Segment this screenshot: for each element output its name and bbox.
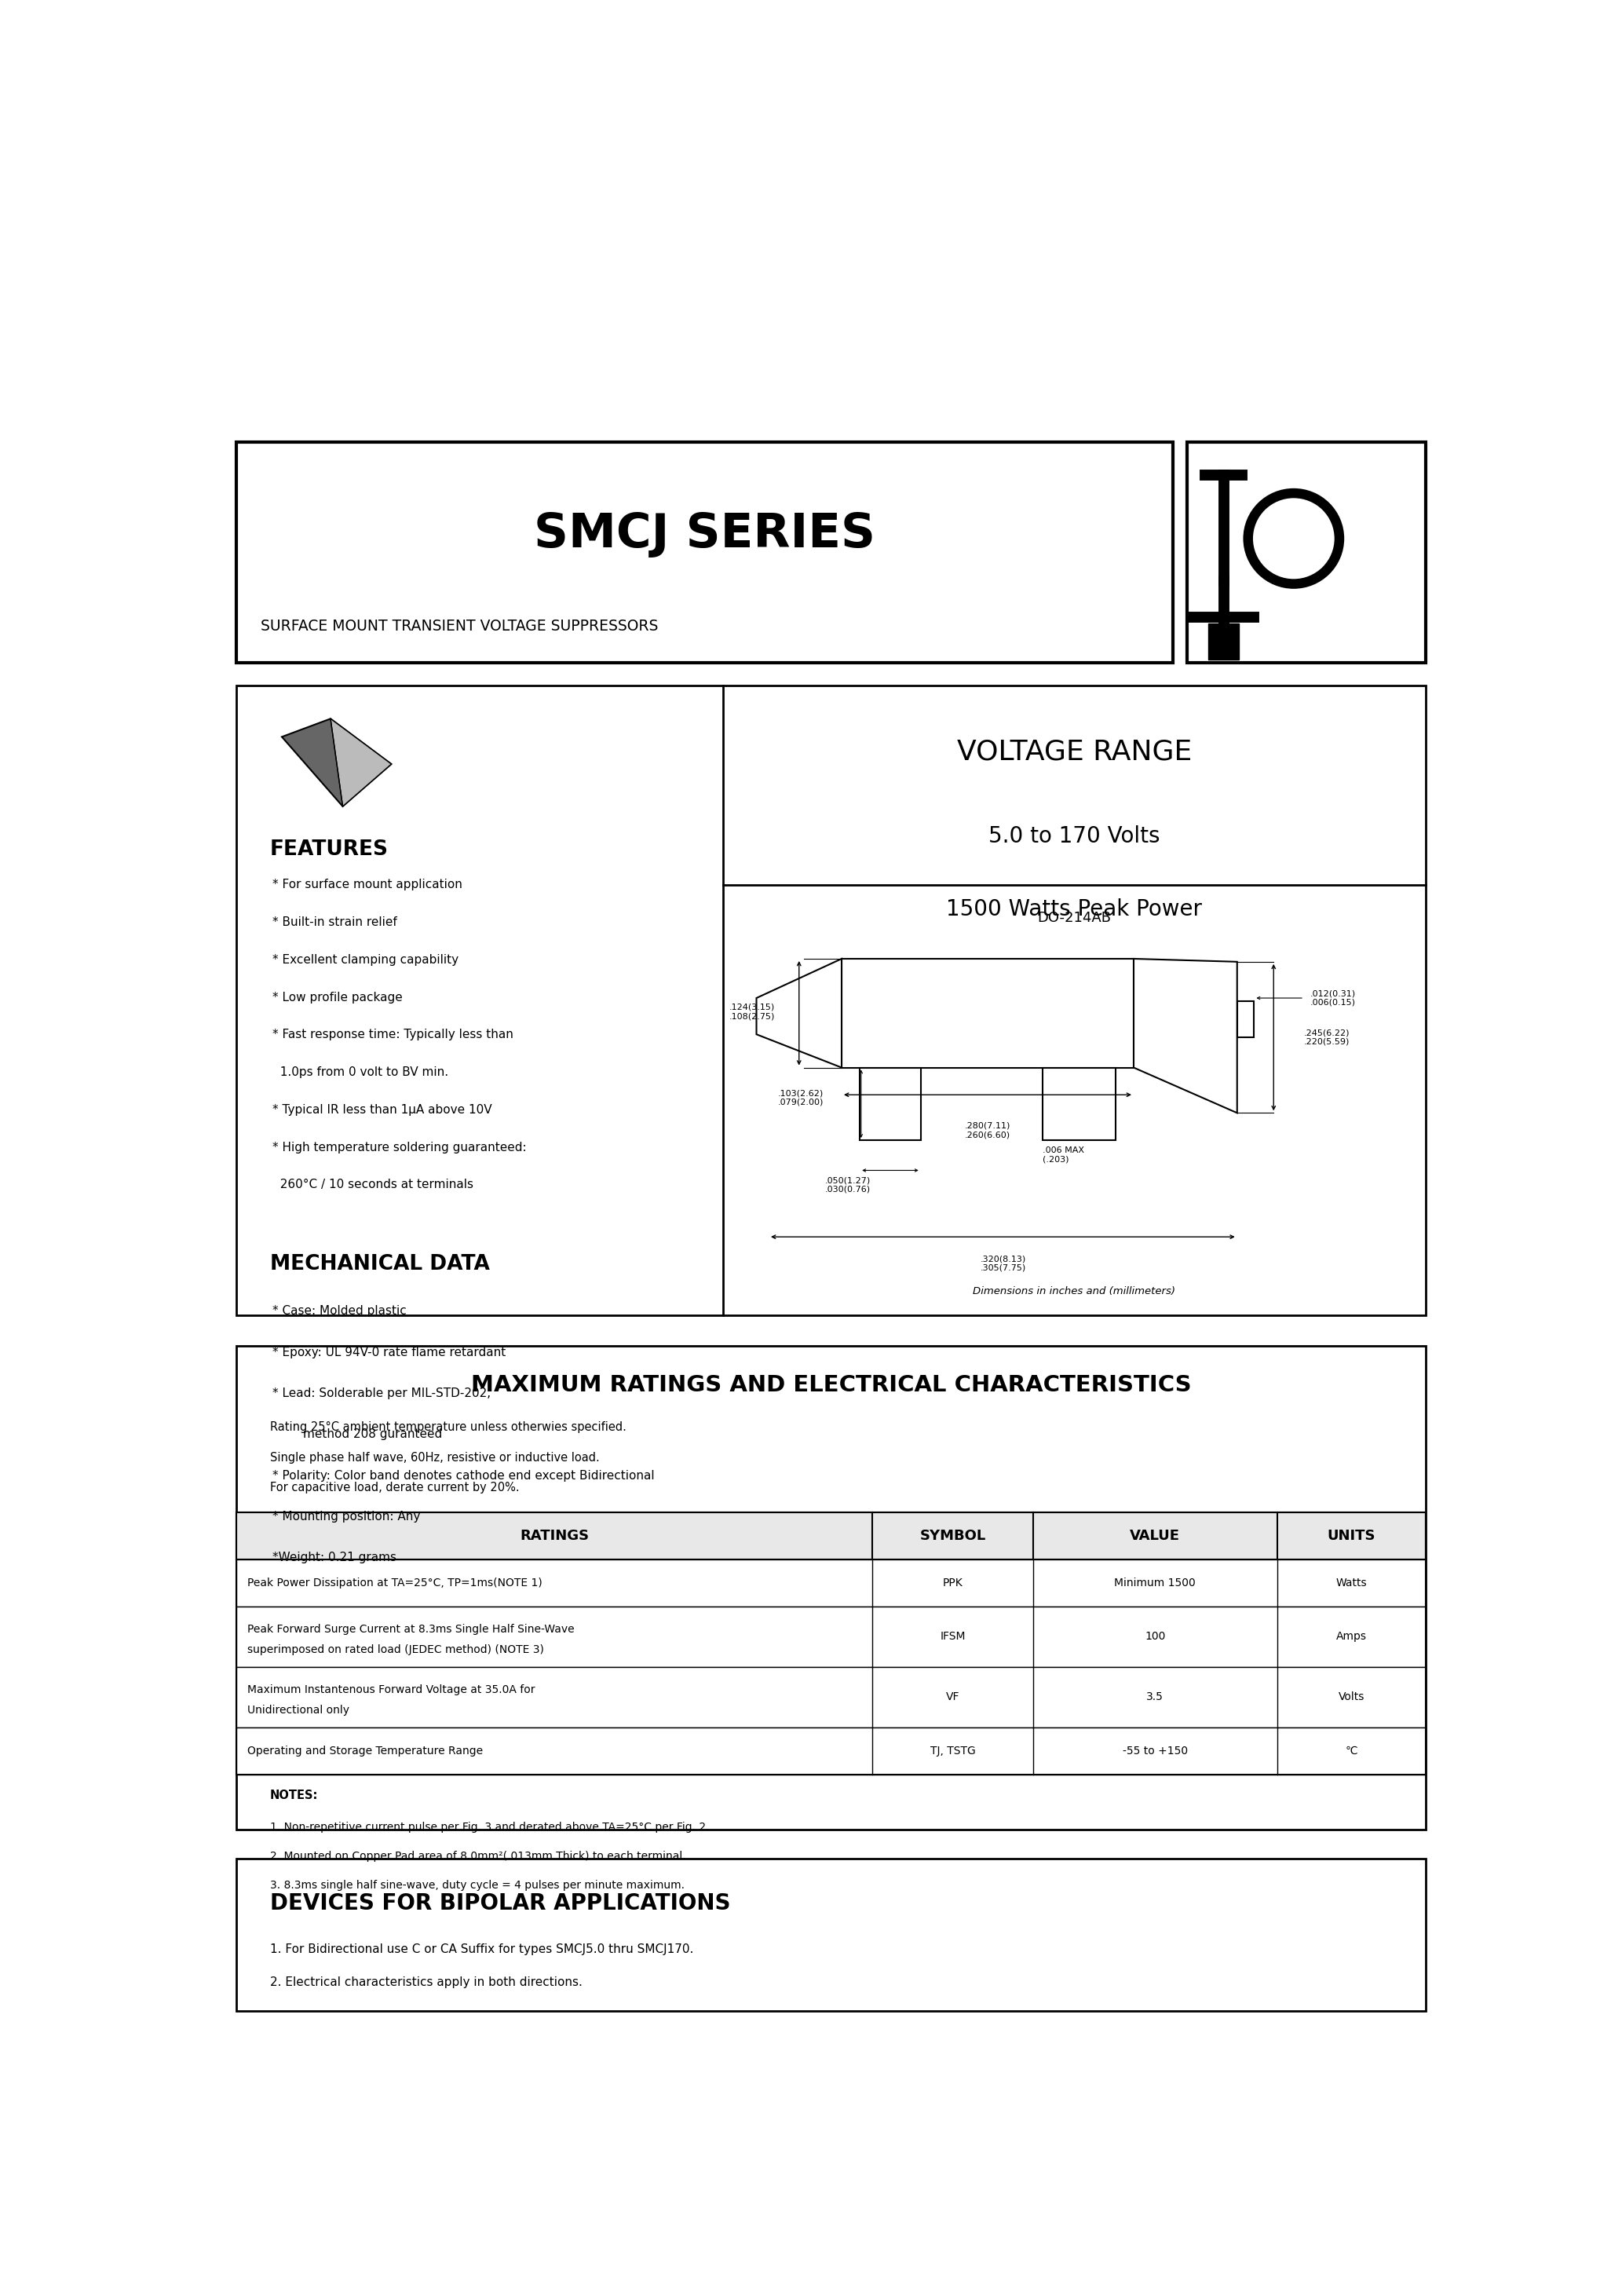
- Text: * Case: Molded plastic: * Case: Molded plastic: [272, 1304, 407, 1318]
- Text: Amps: Amps: [1337, 1630, 1367, 1642]
- Bar: [237, 1727, 1426, 1775]
- Text: * Typical IR less than 1μA above 10V: * Typical IR less than 1μA above 10V: [272, 1104, 491, 1116]
- Text: * Polarity: Color band denotes cathode end except Bidirectional: * Polarity: Color band denotes cathode e…: [272, 1469, 655, 1481]
- Text: SURFACE MOUNT TRANSIENT VOLTAGE SUPPRESSORS: SURFACE MOUNT TRANSIENT VOLTAGE SUPPRESS…: [261, 618, 659, 634]
- Text: Minimum 1500: Minimum 1500: [1114, 1577, 1195, 1589]
- Text: MECHANICAL DATA: MECHANICAL DATA: [269, 1254, 490, 1274]
- Bar: [237, 687, 1426, 1316]
- Text: .124(3.15)
.108(2.75): .124(3.15) .108(2.75): [728, 1003, 775, 1019]
- Text: SMCJ SERIES: SMCJ SERIES: [534, 512, 876, 558]
- Polygon shape: [331, 719, 391, 806]
- Text: .320(8.13)
.305(7.75): .320(8.13) .305(7.75): [980, 1256, 1025, 1272]
- Text: superimposed on rated load (JEDEC method) (NOTE 3): superimposed on rated load (JEDEC method…: [247, 1644, 543, 1655]
- Text: PPK: PPK: [942, 1577, 963, 1589]
- Bar: [237, 1607, 1426, 1667]
- Polygon shape: [1043, 1068, 1116, 1141]
- Text: 2. Electrical characteristics apply in both directions.: 2. Electrical characteristics apply in b…: [269, 1977, 582, 1988]
- Text: * Excellent clamping capability: * Excellent clamping capability: [272, 953, 459, 967]
- Text: .245(6.22)
.220(5.59): .245(6.22) .220(5.59): [1304, 1029, 1350, 1045]
- Text: .050(1.27)
.030(0.76): .050(1.27) .030(0.76): [826, 1176, 871, 1194]
- Text: .006 MAX
(.203): .006 MAX (.203): [1043, 1146, 1083, 1164]
- Text: IFSM: IFSM: [941, 1630, 965, 1642]
- Bar: [237, 441, 1173, 664]
- Text: Volts: Volts: [1338, 1692, 1364, 1704]
- Bar: [237, 1667, 1426, 1727]
- Text: .280(7.11)
.260(6.60): .280(7.11) .260(6.60): [965, 1123, 1011, 1139]
- Bar: [237, 1857, 1426, 2011]
- Text: 100: 100: [1145, 1630, 1166, 1642]
- Text: 1. Non-repetitive current pulse per Fig. 3 and derated above TA=25°C per Fig. 2.: 1. Non-repetitive current pulse per Fig.…: [269, 1821, 709, 1832]
- Text: Watts: Watts: [1337, 1577, 1367, 1589]
- Text: *Weight: 0.21 grams: *Weight: 0.21 grams: [272, 1552, 397, 1564]
- Text: DO-214AB: DO-214AB: [1038, 912, 1111, 925]
- Text: Rating 25°C ambient temperature unless otherwies specified.: Rating 25°C ambient temperature unless o…: [269, 1421, 626, 1433]
- Bar: [237, 1559, 1426, 1607]
- Text: * High temperature soldering guaranteed:: * High temperature soldering guaranteed:: [272, 1141, 527, 1153]
- Text: For capacitive load, derate current by 20%.: For capacitive load, derate current by 2…: [269, 1481, 519, 1495]
- Text: RATINGS: RATINGS: [519, 1529, 589, 1543]
- Text: 1500 Watts Peak Power: 1500 Watts Peak Power: [946, 898, 1202, 921]
- Bar: [1208, 622, 1239, 659]
- Text: 1. For Bidirectional use C or CA Suffix for types SMCJ5.0 thru SMCJ170.: 1. For Bidirectional use C or CA Suffix …: [269, 1942, 693, 1954]
- Text: Peak Forward Surge Current at 8.3ms Single Half Sine-Wave: Peak Forward Surge Current at 8.3ms Sing…: [247, 1623, 574, 1635]
- Text: Single phase half wave, 60Hz, resistive or inductive load.: Single phase half wave, 60Hz, resistive …: [269, 1451, 599, 1463]
- Text: TJ, TSTG: TJ, TSTG: [931, 1745, 975, 1756]
- Text: * Built-in strain relief: * Built-in strain relief: [272, 916, 397, 928]
- Text: 1.0ps from 0 volt to BV min.: 1.0ps from 0 volt to BV min.: [272, 1065, 449, 1079]
- Text: * Low profile package: * Low profile package: [272, 992, 402, 1003]
- Text: 5.0 to 170 Volts: 5.0 to 170 Volts: [988, 827, 1160, 847]
- Text: FEATURES: FEATURES: [269, 840, 388, 861]
- Text: method 208 guranteed: method 208 guranteed: [272, 1428, 443, 1440]
- Text: VOLTAGE RANGE: VOLTAGE RANGE: [957, 739, 1192, 765]
- Polygon shape: [1134, 960, 1238, 1114]
- Text: NOTES:: NOTES:: [269, 1789, 318, 1802]
- Text: DEVICES FOR BIPOLAR APPLICATIONS: DEVICES FOR BIPOLAR APPLICATIONS: [269, 1892, 730, 1915]
- Text: SYMBOL: SYMBOL: [920, 1529, 986, 1543]
- Polygon shape: [282, 719, 391, 806]
- Bar: [237, 1345, 1426, 1830]
- Text: * Lead: Solderable per MIL-STD-202,: * Lead: Solderable per MIL-STD-202,: [272, 1387, 491, 1398]
- Bar: [1238, 1001, 1254, 1038]
- Text: Maximum Instantenous Forward Voltage at 35.0A for: Maximum Instantenous Forward Voltage at …: [247, 1685, 535, 1694]
- Text: .103(2.62)
.079(2.00): .103(2.62) .079(2.00): [777, 1088, 824, 1107]
- Text: MAXIMUM RATINGS AND ELECTRICAL CHARACTERISTICS: MAXIMUM RATINGS AND ELECTRICAL CHARACTER…: [470, 1373, 1191, 1396]
- Text: .012(0.31)
.006(0.15): .012(0.31) .006(0.15): [1311, 990, 1356, 1006]
- Text: Unidirectional only: Unidirectional only: [247, 1706, 349, 1715]
- Bar: [842, 960, 1134, 1068]
- Bar: [237, 1513, 1426, 1559]
- Text: * Epoxy: UL 94V-0 rate flame retardant: * Epoxy: UL 94V-0 rate flame retardant: [272, 1345, 506, 1359]
- Text: * For surface mount application: * For surface mount application: [272, 879, 462, 891]
- Text: Peak Power Dissipation at TA=25°C, TP=1ms(NOTE 1): Peak Power Dissipation at TA=25°C, TP=1m…: [247, 1577, 542, 1589]
- Text: * Fast response time: Typically less than: * Fast response time: Typically less tha…: [272, 1029, 514, 1040]
- Text: -55 to +150: -55 to +150: [1122, 1745, 1187, 1756]
- Text: VF: VF: [946, 1692, 960, 1704]
- Text: ℃: ℃: [1345, 1745, 1358, 1756]
- Text: 3.5: 3.5: [1147, 1692, 1163, 1704]
- Bar: [1187, 441, 1426, 664]
- Text: Dimensions in inches and (millimeters): Dimensions in inches and (millimeters): [973, 1286, 1176, 1297]
- Text: 2. Mounted on Copper Pad area of 8.0mm²(.013mm Thick) to each terminal.: 2. Mounted on Copper Pad area of 8.0mm²(…: [269, 1851, 686, 1862]
- Text: 3. 8.3ms single half sine-wave, duty cycle = 4 pulses per minute maximum.: 3. 8.3ms single half sine-wave, duty cyc…: [269, 1880, 684, 1890]
- Text: * Mounting position: Any: * Mounting position: Any: [272, 1511, 420, 1522]
- Text: Operating and Storage Temperature Range: Operating and Storage Temperature Range: [247, 1745, 483, 1756]
- Text: VALUE: VALUE: [1131, 1529, 1181, 1543]
- Text: 260°C / 10 seconds at terminals: 260°C / 10 seconds at terminals: [272, 1178, 474, 1192]
- Polygon shape: [756, 960, 842, 1068]
- Polygon shape: [860, 1068, 921, 1141]
- Text: UNITS: UNITS: [1327, 1529, 1375, 1543]
- Bar: [237, 1513, 1426, 1775]
